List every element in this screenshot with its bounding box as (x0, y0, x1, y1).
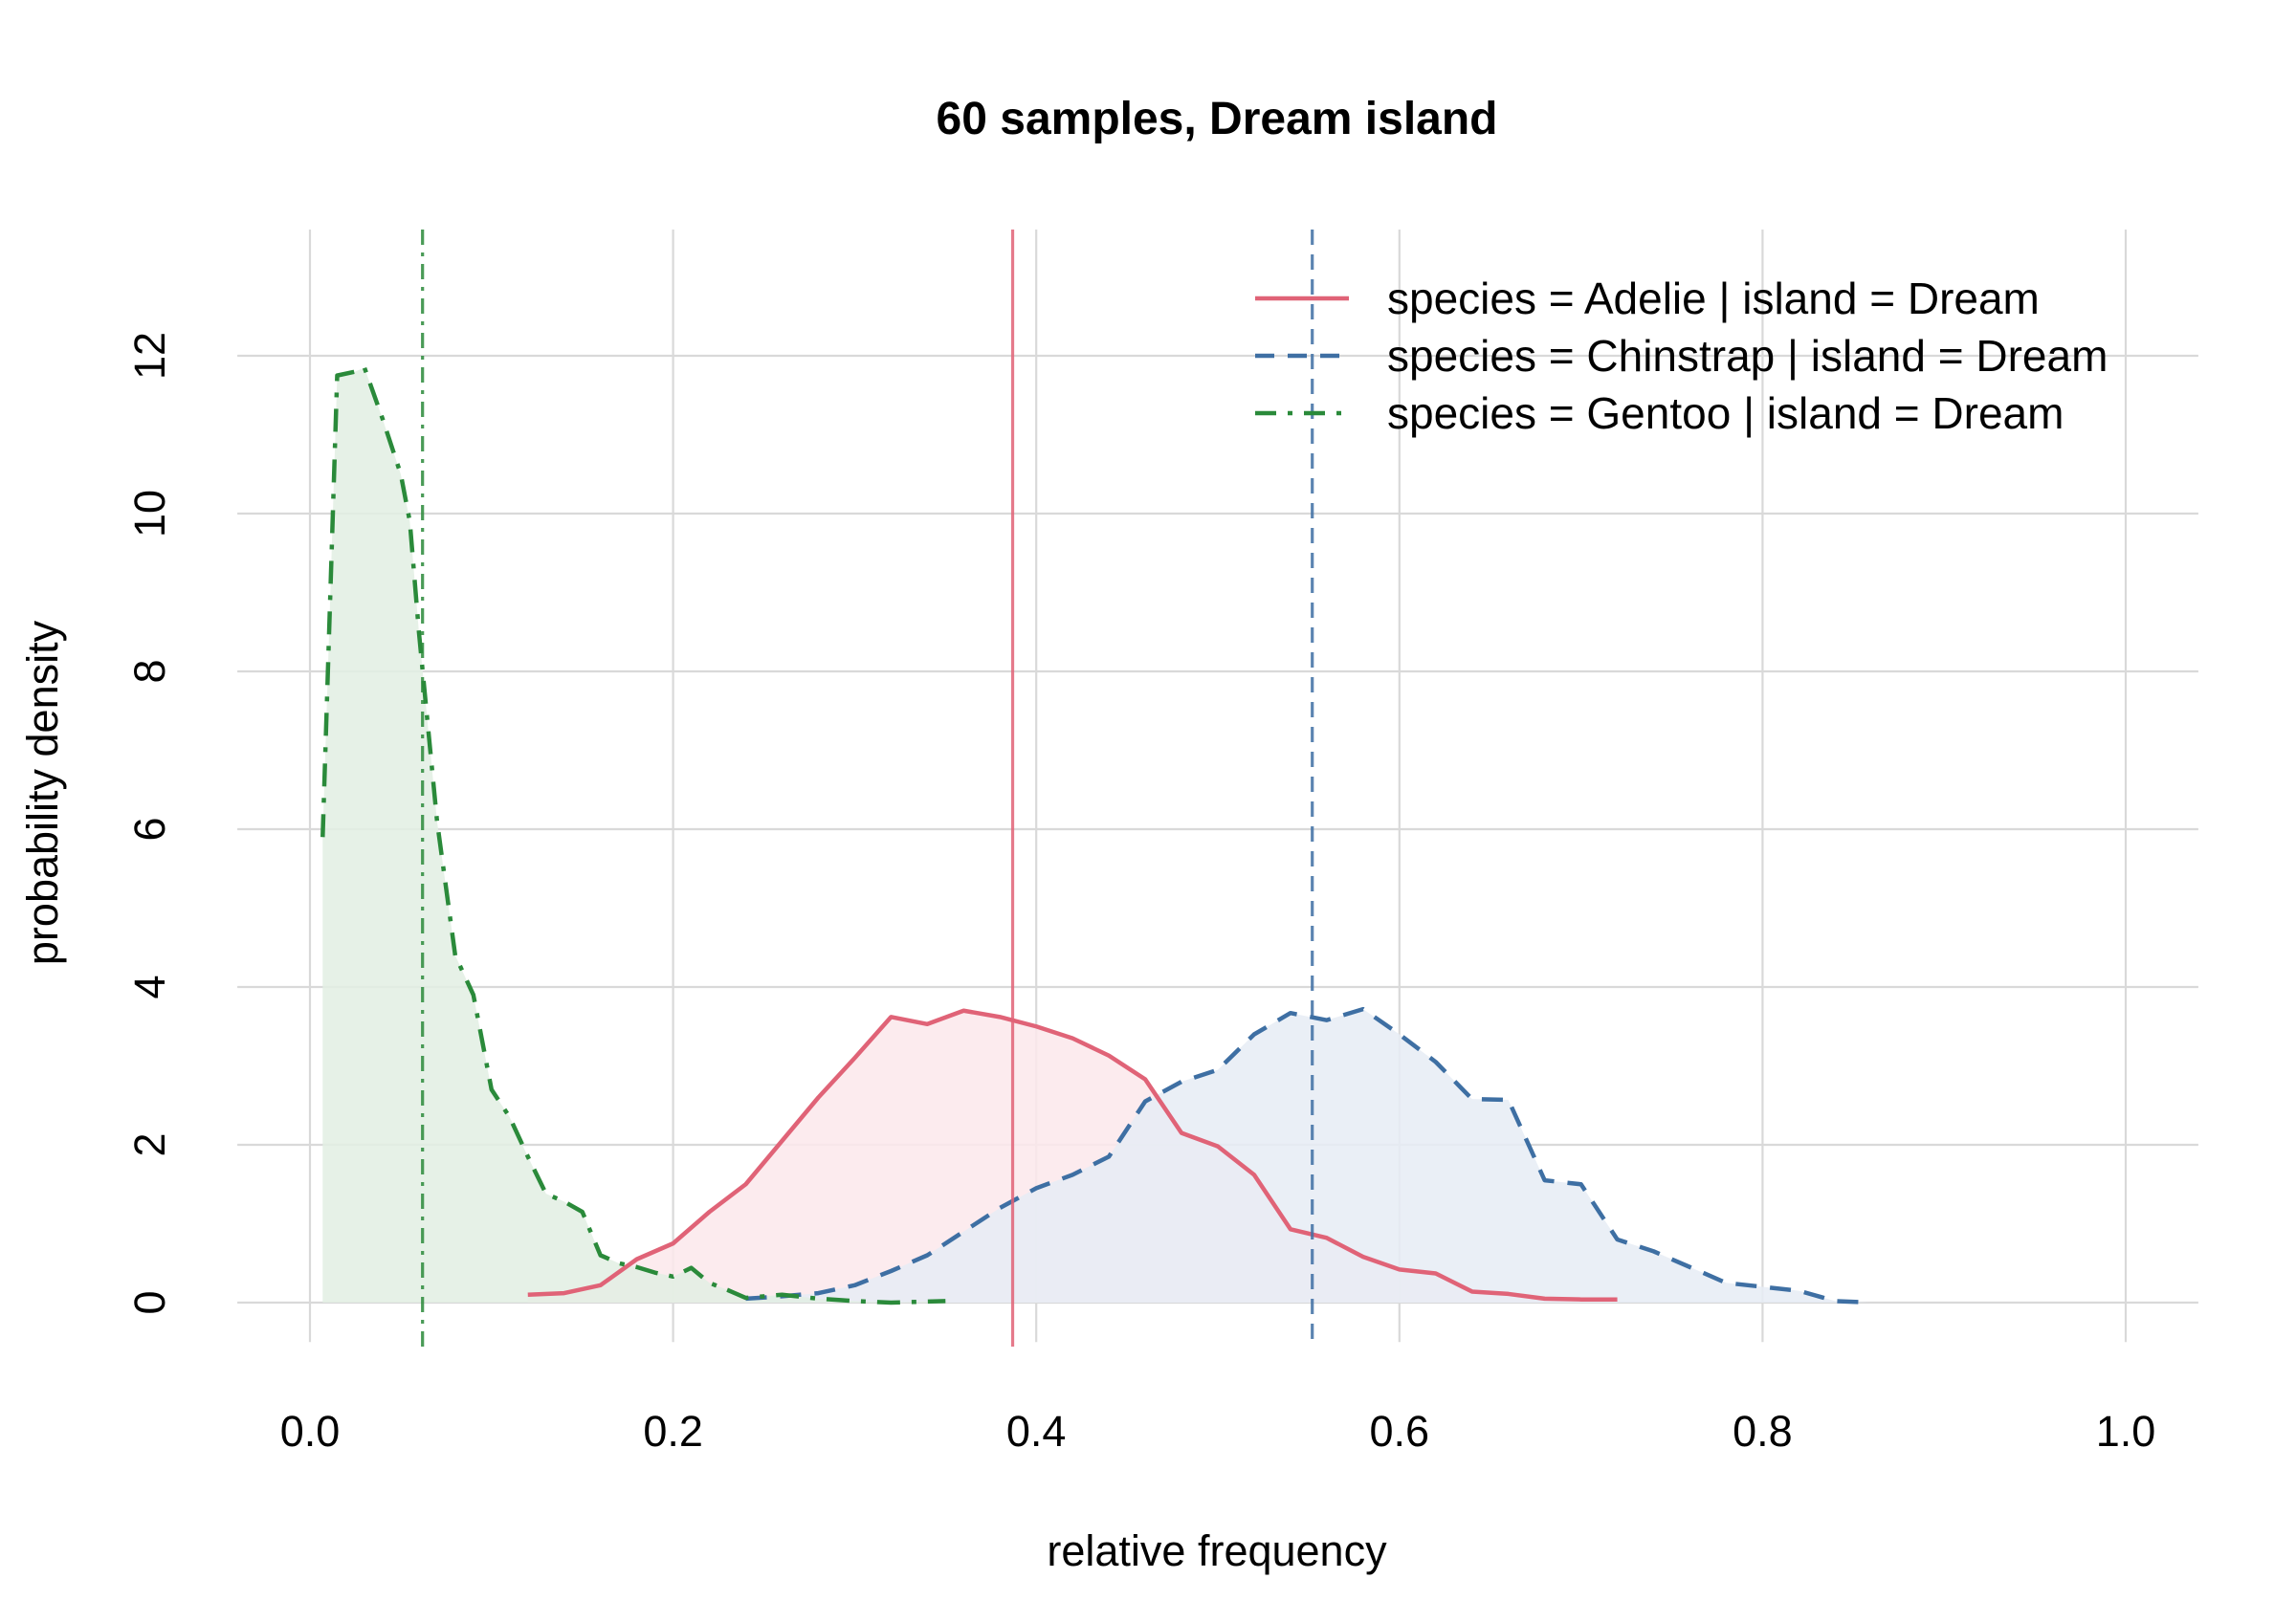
grid (237, 230, 2198, 1343)
x-tick-label: 0.6 (1370, 1407, 1430, 1456)
y-tick-label: 2 (125, 1132, 174, 1156)
y-tick-label: 12 (125, 332, 174, 380)
density-fill-0 (527, 1010, 1618, 1303)
x-axis-ticks: 0.0 0.2 0.4 0.6 0.8 1.0 (280, 1407, 2156, 1456)
y-axis-label: probability density (18, 620, 67, 965)
y-tick-label: 8 (125, 659, 174, 683)
x-tick-label: 0.4 (1006, 1407, 1067, 1456)
legend-label-1: species = Chinstrap | island = Dream (1387, 331, 2108, 381)
y-axis-ticks: 0 2 4 6 8 10 12 (125, 332, 174, 1315)
y-tick-label: 4 (125, 975, 174, 998)
y-tick-label: 10 (125, 490, 174, 537)
legend-label-2: species = Gentoo | island = Dream (1387, 388, 2064, 438)
legend-label-0: species = Adelie | island = Dream (1387, 274, 2040, 323)
density-fills (322, 367, 1872, 1303)
chart-title: 60 samples, Dream island (937, 94, 1498, 144)
legend: species = Adelie | island = Dream species… (1255, 274, 2108, 438)
density-line-2 (320, 365, 946, 1305)
y-tick-label: 0 (125, 1290, 174, 1314)
density-fill-1 (745, 1009, 1872, 1303)
density-line-1 (745, 1006, 1872, 1305)
x-axis-label: relative frequency (1047, 1526, 1387, 1575)
x-tick-label: 0.8 (1733, 1407, 1793, 1456)
mean-lines (421, 230, 1314, 1347)
density-fill-2 (322, 367, 946, 1303)
y-tick-label: 6 (125, 817, 174, 841)
density-line-0 (527, 1008, 1618, 1302)
x-tick-label: 0.2 (643, 1407, 703, 1456)
density-lines (320, 365, 1872, 1305)
x-tick-label: 0.0 (280, 1407, 341, 1456)
x-tick-label: 1.0 (2096, 1407, 2156, 1456)
